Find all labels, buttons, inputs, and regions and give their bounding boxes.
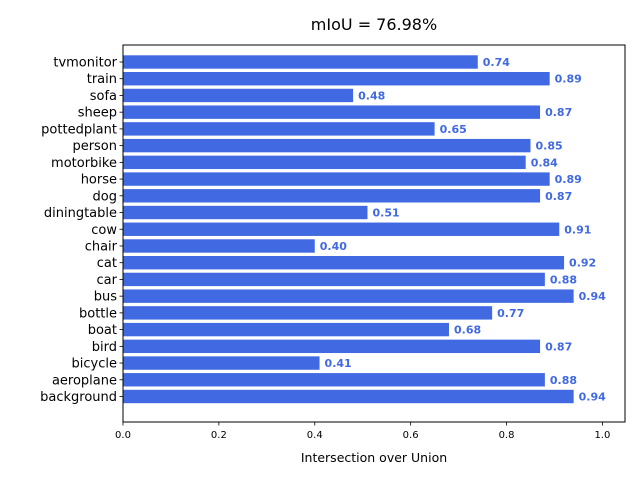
category-label-sofa: sofa <box>90 89 117 104</box>
x-axis-label: Intersection over Union <box>301 450 447 465</box>
category-label-background: background <box>40 390 117 405</box>
category-label-boat: boat <box>88 323 117 338</box>
data-label-boat: 0.68 <box>454 324 481 337</box>
data-label-dog: 0.87 <box>545 190 572 203</box>
category-label-motorbike: motorbike <box>51 156 117 171</box>
bar-diningtable <box>123 205 368 220</box>
bars-group <box>123 55 574 404</box>
category-label-diningtable: diningtable <box>44 206 117 221</box>
bar-sofa <box>123 88 354 103</box>
bar-motorbike <box>123 155 526 170</box>
data-label-bus: 0.94 <box>579 290 606 303</box>
category-label-bus: bus <box>94 290 117 305</box>
category-label-cow: cow <box>91 223 117 238</box>
data-label-cow: 0.91 <box>564 223 591 236</box>
data-label-background: 0.94 <box>579 391 606 404</box>
bar-sheep <box>123 105 541 119</box>
data-label-aeroplane: 0.88 <box>550 374 577 387</box>
bar-chair <box>123 239 315 253</box>
data-label-train: 0.89 <box>555 73 582 86</box>
bar-pottedplant <box>123 122 435 136</box>
x-ticks-group: 0.0 0.2 0.4 0.6 0.8 1.0 <box>115 422 610 441</box>
bar-person <box>123 138 531 153</box>
bar-tvmonitor <box>123 55 478 69</box>
data-label-cat: 0.92 <box>569 257 596 270</box>
category-label-horse: horse <box>81 173 117 188</box>
data-label-tvmonitor: 0.74 <box>483 56 510 69</box>
axes-frame <box>122 44 626 423</box>
category-label-dog: dog <box>93 189 117 204</box>
category-label-sheep: sheep <box>78 106 117 121</box>
data-label-motorbike: 0.84 <box>531 156 558 169</box>
category-label-pottedplant: pottedplant <box>41 122 117 137</box>
data-label-car: 0.88 <box>550 273 577 286</box>
bar-dog <box>123 189 541 203</box>
category-label-aeroplane: aeroplane <box>52 373 117 388</box>
category-label-tvmonitor: tvmonitor <box>53 56 117 71</box>
data-label-chair: 0.40 <box>320 240 347 253</box>
category-label-bottle: bottle <box>79 306 117 321</box>
category-label-chair: chair <box>85 239 118 254</box>
bar-aeroplane <box>123 373 545 387</box>
data-label-bicycle: 0.41 <box>325 357 352 370</box>
data-label-pottedplant: 0.65 <box>440 123 467 136</box>
bar-boat <box>123 322 449 337</box>
x-tick-label-0.2: 0.2 <box>211 430 227 441</box>
bar-cow <box>123 222 560 236</box>
category-label-cat: cat <box>97 256 117 271</box>
x-tick-label-0.6: 0.6 <box>403 430 419 441</box>
bar-background <box>123 389 574 404</box>
category-label-bird: bird <box>92 340 117 355</box>
chart-title: mIoU = 76.98% <box>311 15 437 34</box>
data-label-bird: 0.87 <box>545 340 572 353</box>
data-label-bottle: 0.77 <box>497 307 524 320</box>
category-label-train: train <box>87 72 117 87</box>
data-label-diningtable: 0.51 <box>372 207 399 220</box>
bar-bottle <box>123 306 493 320</box>
category-label-person: person <box>72 139 117 154</box>
data-label-sheep: 0.87 <box>545 106 572 119</box>
x-tick-label-1.0: 1.0 <box>594 430 610 441</box>
bar-bicycle <box>123 356 320 370</box>
x-tick-label-0.8: 0.8 <box>499 430 515 441</box>
bar-cat <box>123 256 565 270</box>
category-label-bicycle: bicycle <box>72 357 117 372</box>
bar-bird <box>123 339 541 354</box>
bar-car <box>123 272 545 287</box>
data-label-horse: 0.89 <box>555 173 582 186</box>
x-tick-label-0.4: 0.4 <box>307 430 323 441</box>
bar-horse <box>123 172 550 186</box>
bar-train <box>123 72 550 86</box>
data-labels-group: 0.940.880.410.870.680.770.940.880.920.40… <box>320 56 606 404</box>
bar-bus <box>123 289 574 303</box>
category-label-car: car <box>97 273 118 288</box>
x-tick-label-0.0: 0.0 <box>115 430 131 441</box>
data-label-person: 0.85 <box>535 140 562 153</box>
data-label-sofa: 0.48 <box>358 89 385 102</box>
